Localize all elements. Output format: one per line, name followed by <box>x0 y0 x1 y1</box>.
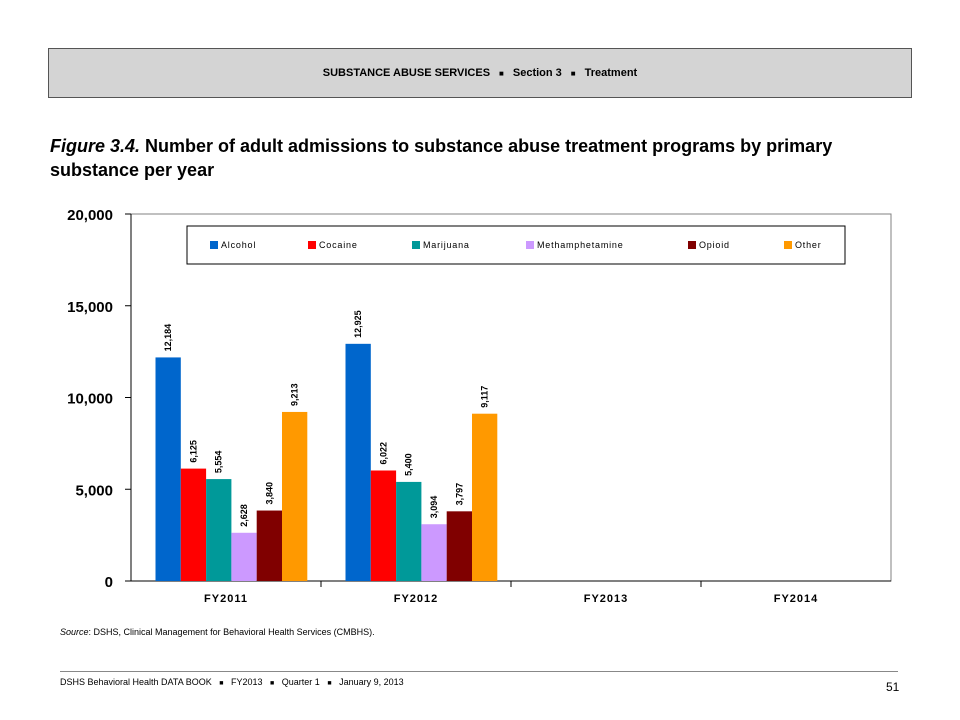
page-number: 51 <box>886 680 900 694</box>
bar-other <box>282 411 308 581</box>
legend <box>186 225 846 265</box>
y-tick-label: 15,000 <box>67 299 113 316</box>
legend-label: Alcohol <box>221 240 256 250</box>
bar-marijuana <box>396 481 422 581</box>
footer-date: January 9, 2013 <box>339 677 404 687</box>
bar-other <box>472 413 498 581</box>
data-label: 6,125 <box>188 440 198 463</box>
bar-methamphetamine <box>421 524 447 581</box>
bar-cocaine <box>180 468 207 581</box>
source-label: Source <box>60 627 89 637</box>
bar-alcohol <box>345 343 371 581</box>
x-tick-label: FY2012 <box>394 593 439 605</box>
legend-swatch <box>412 241 420 249</box>
header-topic: Treatment <box>584 67 638 79</box>
legend-swatch <box>308 241 316 249</box>
data-label: 2,628 <box>239 504 249 527</box>
data-label: 6,022 <box>378 442 388 465</box>
data-label: 12,925 <box>353 310 363 338</box>
footer-quarter: Quarter 1 <box>281 677 320 687</box>
source-text: : DSHS, Clinical Management for Behavior… <box>88 627 375 637</box>
data-label: 3,094 <box>429 496 439 519</box>
footer-separator: ■ <box>219 680 224 687</box>
y-tick-label: 10,000 <box>67 391 113 408</box>
footer: DSHS Behavioral Health DATA BOOK ■ FY201… <box>60 677 404 687</box>
legend-label: Marijuana <box>423 240 470 250</box>
header-separator: ■ <box>499 68 504 78</box>
data-label: 12,184 <box>163 324 173 352</box>
data-label: 5,400 <box>404 453 414 476</box>
figure-title: Figure 3.4. Number of adult admissions t… <box>50 134 910 182</box>
bar-cocaine <box>370 470 397 581</box>
legend-swatch <box>688 241 696 249</box>
y-tick-label: 5,000 <box>75 482 113 499</box>
header-part: Section 3 <box>512 67 562 79</box>
x-tick-label: FY2011 <box>204 593 248 605</box>
footer-separator: ■ <box>327 680 332 687</box>
header-separator: ■ <box>570 68 576 78</box>
y-tick-label: 0 <box>105 574 113 591</box>
bar-opioid <box>446 511 472 581</box>
section-header: SUBSTANCE ABUSE SERVICES ■ Section 3 ■ T… <box>48 48 912 98</box>
footer-publication: DSHS Behavioral Health DATA BOOK <box>60 677 212 687</box>
footer-year: FY2013 <box>231 677 263 687</box>
data-label: 3,840 <box>264 482 274 505</box>
legend-swatch <box>784 241 792 249</box>
data-label: 9,213 <box>290 383 300 406</box>
bar-methamphetamine <box>231 532 257 581</box>
legend-label: Other <box>795 240 822 250</box>
source-note: Source: DSHS, Clinical Management for Be… <box>60 627 375 637</box>
footer-divider <box>60 671 898 672</box>
legend-swatch <box>210 241 218 249</box>
header-section: SUBSTANCE ABUSE SERVICES <box>322 67 491 79</box>
x-tick-label: FY2013 <box>584 593 629 605</box>
bar-opioid <box>256 510 282 581</box>
data-label: 3,797 <box>454 483 464 506</box>
data-label: 5,554 <box>214 451 224 474</box>
data-label: 9,117 <box>480 386 490 408</box>
bar-chart: 0 5,000 10,000 15,000 20,000 FY2011 FY2012 FY20… <box>67 207 892 605</box>
legend-label: Opioid <box>699 240 730 250</box>
legend-swatch <box>526 241 534 249</box>
footer-separator: ■ <box>270 680 275 687</box>
legend-label: Cocaine <box>319 240 358 250</box>
bar-marijuana <box>206 479 232 581</box>
legend-label: Methamphetamine <box>537 240 624 250</box>
figure-title-text: Number of adult admissions to substance … <box>50 136 833 180</box>
x-tick-label: FY2014 <box>774 593 819 605</box>
bar-alcohol <box>155 357 181 581</box>
figure-number: Figure 3.4. <box>50 136 141 156</box>
y-tick-label: 20,000 <box>67 207 113 224</box>
